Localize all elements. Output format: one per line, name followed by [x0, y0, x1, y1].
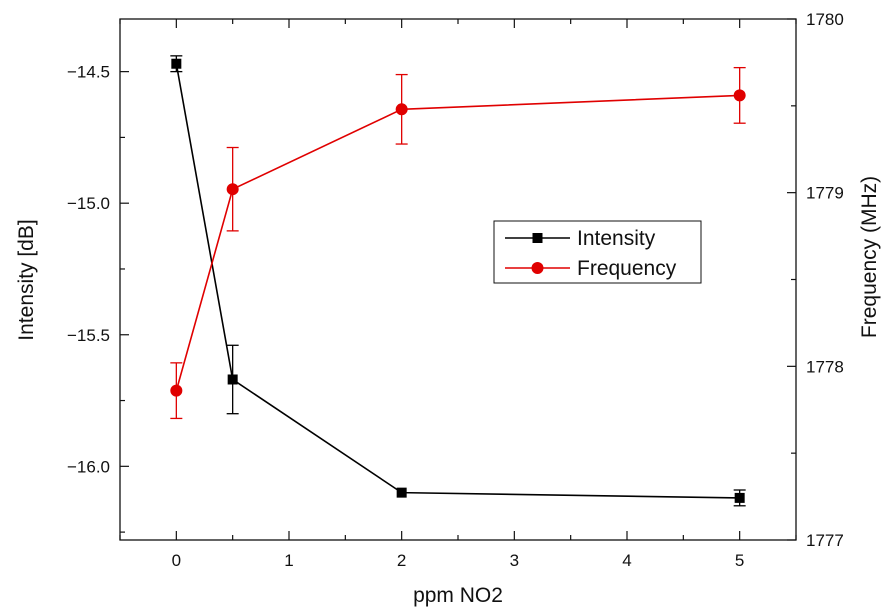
x-tick-label: 0: [172, 551, 181, 570]
data-point-frequency: [226, 183, 239, 196]
data-point-intensity: [396, 487, 407, 498]
y-right-tick-label: 1777: [806, 531, 844, 550]
legend: Intensity Frequency: [493, 220, 702, 284]
data-point-intensity: [227, 374, 238, 385]
y-right-tick-label: 1778: [806, 357, 844, 376]
x-axis-ticks: [119, 19, 797, 540]
y-left-tick-labels: −14.5 −15.0 −15.5 −16.0: [67, 63, 110, 477]
legend-box: [493, 220, 702, 284]
data-point-intensity: [171, 58, 182, 69]
y-right-tick-label: 1779: [806, 184, 844, 203]
legend-label-frequency: Frequency: [577, 257, 677, 280]
y-axis-left-title: Intensity [dB]: [15, 219, 38, 340]
y-left-tick-label: −15.5: [67, 326, 110, 345]
y-right-tick-label: 1780: [806, 10, 844, 29]
x-tick-label: 4: [622, 551, 631, 570]
y-axis-right-title: Frequency (MHz): [858, 176, 881, 338]
x-tick-label: 1: [284, 551, 293, 570]
y-left-tick-label: −16.0: [67, 457, 110, 476]
y-right-tick-labels: 1777 1778 1779 1780: [806, 10, 844, 550]
data-point-frequency: [170, 384, 183, 397]
data-point-intensity: [734, 492, 745, 503]
series-line-intensity: [175, 63, 740, 499]
series-layer: [170, 55, 746, 507]
y-left-tick-label: −15.0: [67, 194, 110, 213]
x-tick-label: 5: [735, 551, 744, 570]
legend-marker-frequency: [531, 262, 544, 274]
x-tick-label: 2: [397, 551, 406, 570]
series-line-frequency: [175, 94, 740, 391]
x-axis-title: ppm NO2: [413, 584, 503, 607]
legend-marker-intensity: [532, 233, 543, 243]
x-tick-labels: 0 1 2 3 4 5: [172, 551, 745, 570]
y-left-tick-label: −14.5: [67, 63, 110, 82]
y-axis-left-ticks: [120, 71, 129, 533]
data-point-frequency: [733, 89, 746, 102]
x-tick-label: 3: [510, 551, 519, 570]
y-axis-right-ticks: [787, 18, 796, 541]
data-point-frequency: [395, 103, 408, 116]
legend-label-intensity: Intensity: [577, 227, 656, 250]
